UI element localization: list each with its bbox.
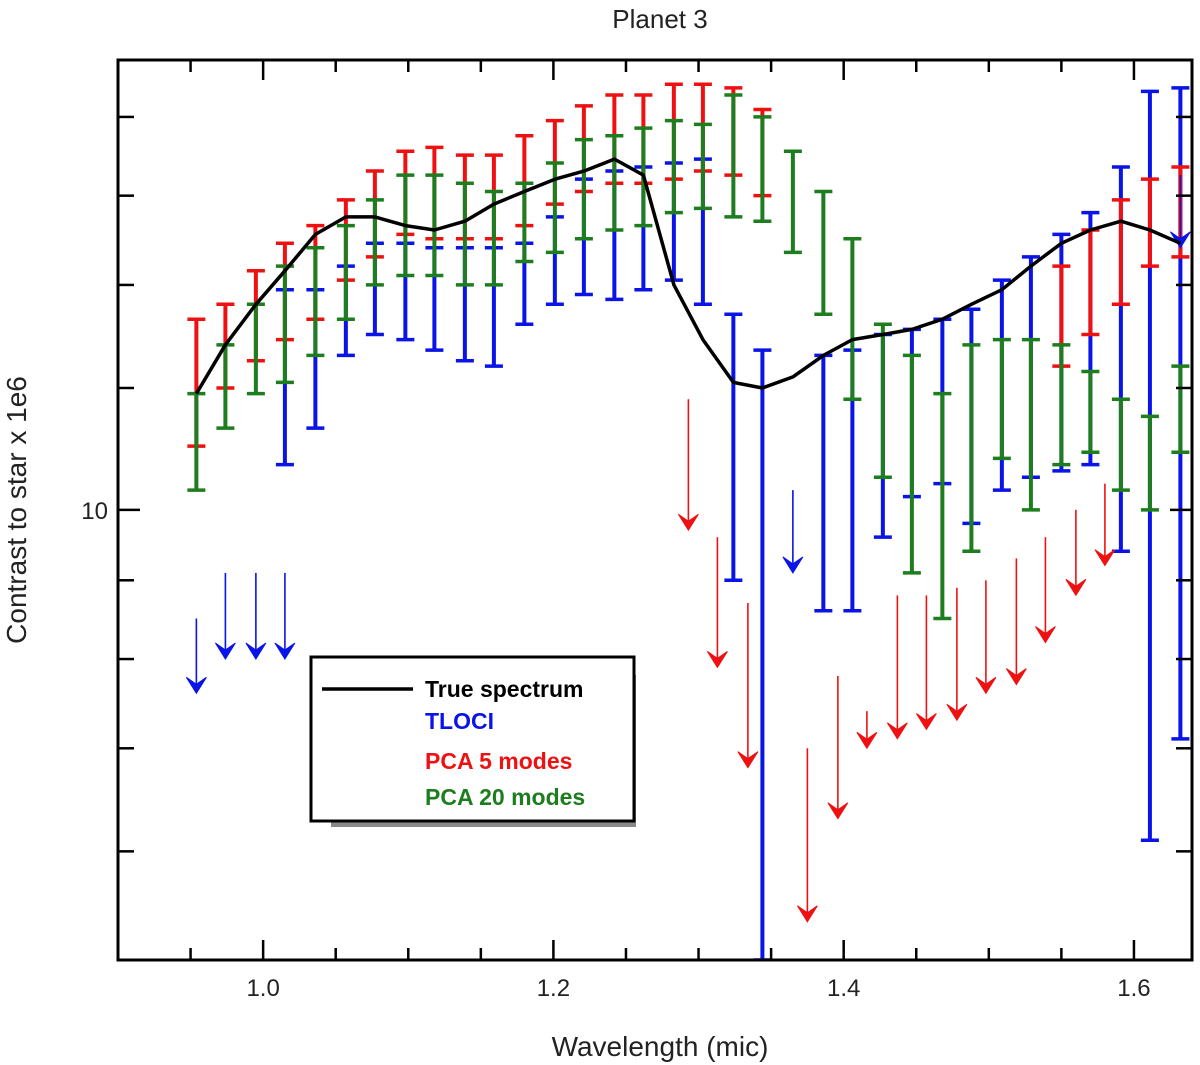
chart-title: Planet 3 — [612, 4, 707, 34]
tloci-upper-limit-arrowhead — [214, 642, 236, 660]
legend-label-true-spectrum: True spectrum — [425, 676, 584, 702]
limits-tloci — [185, 175, 1191, 695]
x-tick-label: 1.6 — [1117, 975, 1150, 1002]
pca5-upper-limit-arrowhead — [886, 722, 908, 740]
x-tick-label: 1.0 — [246, 975, 279, 1002]
y-axis-label: Contrast to star x 1e6 — [1, 376, 32, 644]
x-tick-label: 1.4 — [827, 975, 860, 1002]
pca5-upper-limit-arrowhead — [1005, 668, 1027, 686]
pca5-upper-limit-arrowhead — [677, 513, 699, 532]
x-tick-label: 1.2 — [537, 975, 570, 1002]
x-axis-label: Wavelength (mic) — [552, 1031, 769, 1062]
pca5-upper-limit-arrowhead — [856, 731, 878, 750]
pca5-upper-limit-arrowhead — [1094, 549, 1116, 567]
pca5-upper-limit-arrowhead — [827, 802, 849, 820]
legend: True spectrum TLOCI PCA 5 modes PCA 20 m… — [309, 655, 636, 827]
legend-label-pca5: PCA 5 modes — [425, 748, 572, 774]
pca5-upper-limit-arrowhead — [1034, 626, 1056, 644]
limits-pca5 — [677, 399, 1116, 923]
plot-area — [185, 82, 1191, 960]
tloci-upper-limit-arrowhead — [245, 642, 267, 660]
pca5-upper-limit-arrowhead — [1065, 578, 1087, 597]
legend-box — [309, 655, 636, 823]
axes: 1.0 1.2 1.4 1.6 10 — [81, 58, 1194, 1002]
y-tick-label: 10 — [81, 498, 108, 525]
tloci-upper-limit-arrowhead — [782, 556, 804, 574]
true-spectrum-line — [194, 157, 1182, 395]
legend-label-pca20: PCA 20 modes — [425, 784, 585, 810]
pca5-upper-limit-arrowhead — [706, 651, 728, 669]
legend-label-tloci: TLOCI — [425, 708, 494, 734]
pca5-upper-limit-arrowhead — [946, 703, 968, 722]
tloci-upper-limit-arrowhead — [185, 676, 207, 695]
series-pca20 — [187, 93, 1190, 621]
pca5-upper-limit-arrowhead — [796, 905, 818, 923]
pca5-upper-limit-arrowhead — [737, 751, 759, 769]
pca5-upper-limit-arrowhead — [975, 676, 997, 695]
tloci-upper-limit-arrowhead — [274, 642, 296, 660]
pca5-upper-limit-arrowhead — [915, 713, 937, 731]
